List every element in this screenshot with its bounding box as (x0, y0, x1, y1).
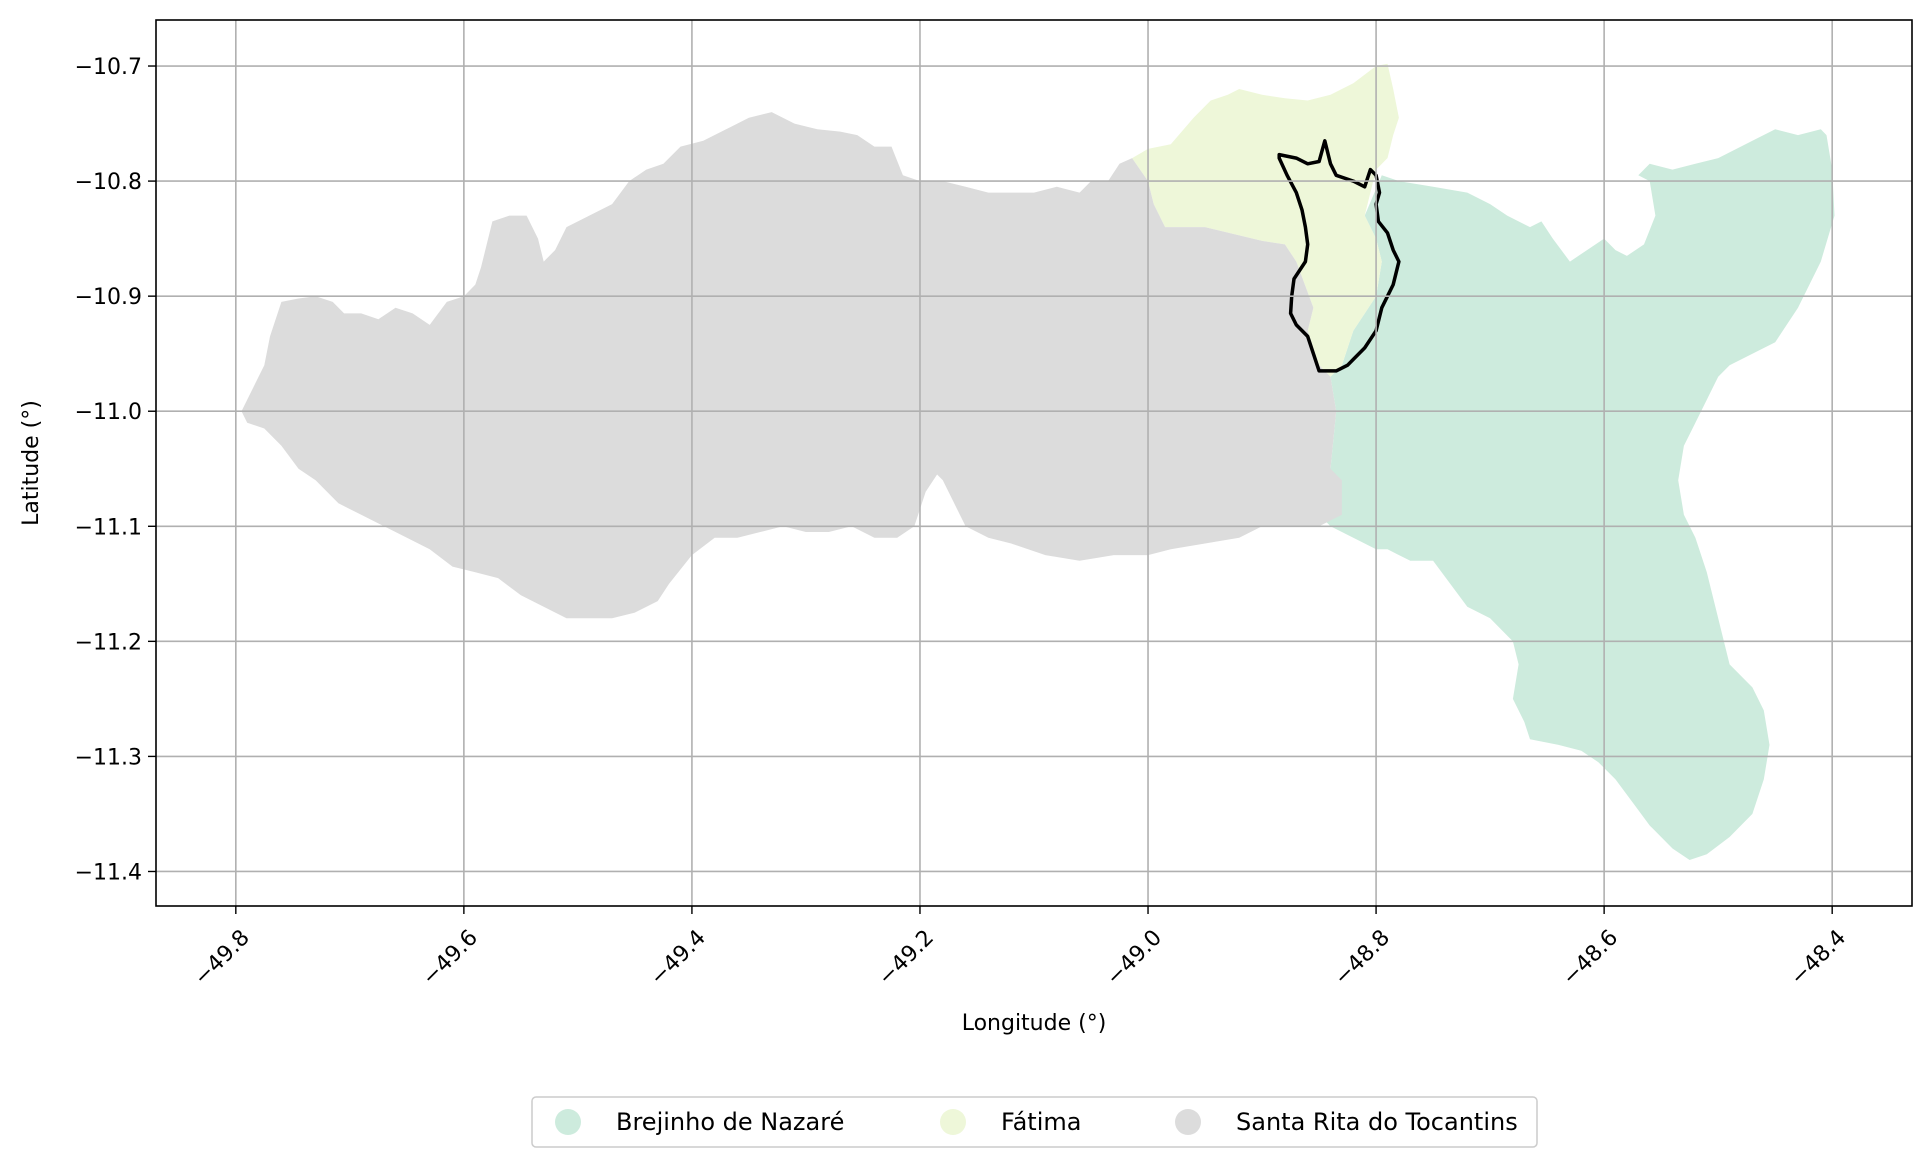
plot-frame (155, 19, 1913, 907)
y-tick-label: −11.2 (75, 630, 142, 655)
grid-layer (156, 20, 1912, 906)
legend-label: Fátima (1001, 1108, 1081, 1136)
legend-label: Brejinho de Nazaré (616, 1108, 844, 1136)
x-tick-label: −49.4 (646, 925, 711, 990)
legend-marker (1175, 1109, 1201, 1135)
x-axis-label: Longitude (°) (962, 1011, 1107, 1036)
x-axis-ticks: −49.8 −49.6 −49.4 −49.2 −49.0 −48.8 −48.6 −48.4 (189, 906, 1851, 991)
x-tick-label: −49.8 (189, 925, 254, 990)
x-tick-label: −48.8 (1330, 925, 1395, 990)
y-tick-label: −11.3 (75, 745, 142, 770)
region-santa-rita-do-tocantins (241, 112, 1342, 619)
x-tick-label: −49.0 (1102, 925, 1167, 990)
x-tick-label: −48.4 (1786, 925, 1851, 990)
legend-label: Santa Rita do Tocantins (1236, 1108, 1518, 1136)
y-tick-label: −10.7 (75, 55, 142, 80)
legend: Brejinho de Nazaré Fátima Santa Rita do To… (531, 1096, 1538, 1148)
region-brejinho-de-nazar- (1319, 129, 1835, 861)
x-tick-label: −48.6 (1558, 925, 1623, 990)
legend-marker (555, 1109, 581, 1135)
y-tick-label: −10.9 (75, 285, 142, 310)
region-f-tima (1132, 63, 1399, 377)
regions-layer (241, 63, 1835, 861)
x-tick-label: −49.6 (418, 925, 483, 990)
y-tick-label: −11.4 (75, 860, 142, 885)
y-tick-label: −11.1 (75, 515, 142, 540)
legend-box (531, 1096, 1538, 1148)
x-tick-label: −49.2 (874, 925, 939, 990)
y-tick-label: −11.0 (75, 400, 142, 425)
y-axis-label: Latitude (°) (19, 400, 44, 526)
y-axis-ticks: −10.7 −10.8 −10.9 −11.0 −11.1 −11.2 −11.3 −11.4 (75, 55, 156, 885)
legend-marker (940, 1109, 966, 1135)
y-tick-label: −10.8 (75, 170, 142, 195)
